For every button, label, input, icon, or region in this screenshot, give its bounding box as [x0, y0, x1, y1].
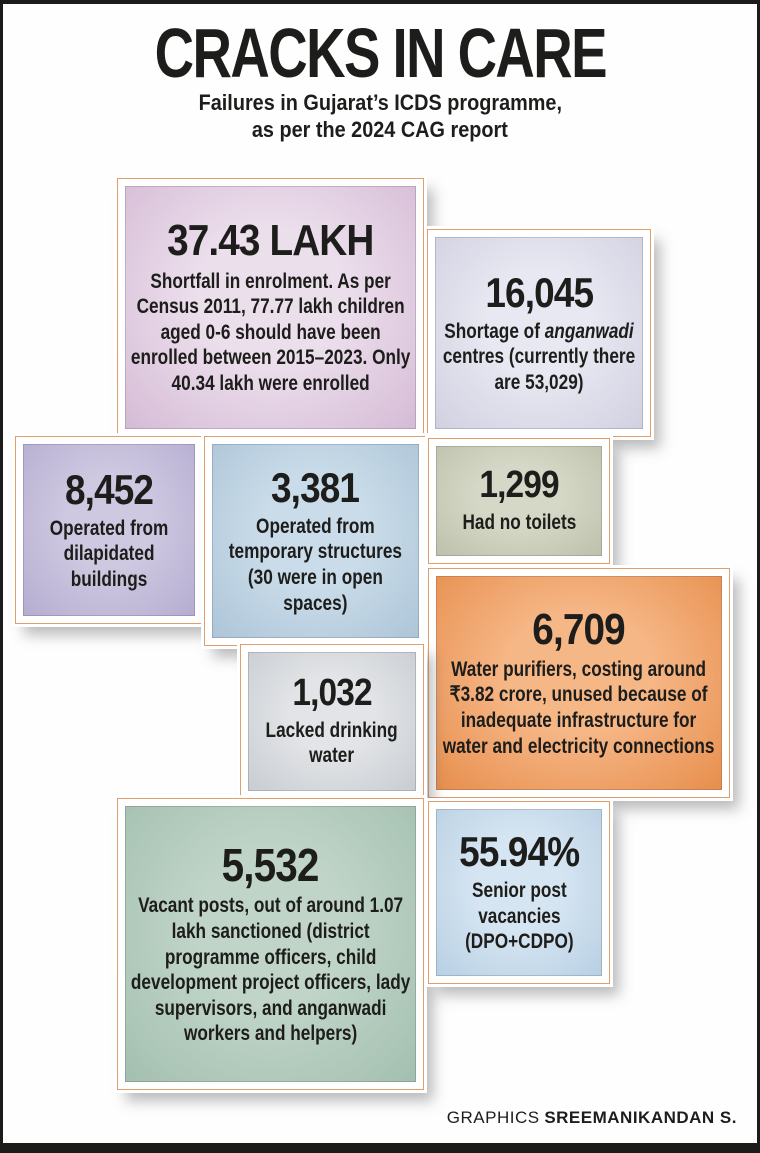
stat-description: Had no toilets: [462, 511, 576, 535]
subtitle-line-1: Failures in Gujarat’s ICDS programme,: [198, 90, 562, 115]
stat-box-temporary-structures: 3,381 Operated from temporary structures…: [204, 436, 427, 646]
stat-description: Shortage of anganwadi centres (currently…: [442, 319, 636, 394]
stat-value: 55.94%: [458, 828, 580, 876]
stat-box-anganwadi-shortage: 16,045 Shortage of anganwadi centres (cu…: [427, 229, 651, 437]
stat-box-enrolment-shortfall: 37.43 LAKH Shortfall in enrolment. As pe…: [117, 178, 424, 437]
stat-description: Lacked drinking water: [265, 718, 399, 768]
page-title: CRACKS IN CARE: [154, 14, 607, 92]
stat-box-fill: 5,532 Vacant posts, out of around 1.07 l…: [125, 806, 416, 1082]
graphics-credit: GRAPHICS SREEMANIKANDAN S.: [447, 1108, 737, 1128]
stat-box-water-purifiers: 6,709 Water purifiers, costing around ₹3…: [428, 568, 730, 798]
stat-value: 1,032: [292, 671, 372, 714]
stat-value: 1,299: [479, 464, 559, 507]
stat-box-fill: 1,032 Lacked drinking water: [248, 652, 416, 791]
stat-box-vacant-posts: 5,532 Vacant posts, out of around 1.07 l…: [117, 798, 424, 1090]
stat-box-fill: 1,299 Had no toilets: [436, 446, 602, 556]
stat-box-no-toilets: 1,299 Had no toilets: [428, 438, 610, 564]
stat-value: 8,452: [64, 465, 154, 513]
stat-value: 37.43 LAKH: [167, 216, 374, 266]
stat-box-fill: 6,709 Water purifiers, costing around ₹3…: [436, 576, 722, 790]
stat-description: Shortfall in enrolment. As per Census 20…: [130, 269, 411, 395]
stat-value: 6,709: [532, 604, 626, 654]
stat-description: Vacant posts, out of around 1.07 lakh sa…: [130, 894, 411, 1046]
stat-box-fill: 37.43 LAKH Shortfall in enrolment. As pe…: [125, 186, 416, 429]
page-subtitle: Failures in Gujarat’s ICDS programme, as…: [3, 90, 757, 144]
stat-description: Operated from dilapidated buildings: [49, 516, 169, 591]
credit-name: SREEMANIKANDAN S.: [544, 1108, 737, 1127]
stat-box-dilapidated-buildings: 8,452 Operated from dilapidated building…: [15, 436, 203, 624]
stat-value: 16,045: [485, 268, 594, 316]
header: CRACKS IN CARE Failures in Gujarat’s ICD…: [3, 4, 757, 144]
stat-box-fill: 3,381 Operated from temporary structures…: [212, 444, 419, 638]
credit-label: GRAPHICS: [446, 1108, 540, 1127]
subtitle-line-2: as per the 2024 CAG report: [251, 116, 508, 142]
stat-box-fill: 16,045 Shortage of anganwadi centres (cu…: [435, 237, 643, 429]
stat-box-no-drinking-water: 1,032 Lacked drinking water: [240, 644, 424, 799]
stat-description: Senior post vacancies (DPO+CDPO): [464, 879, 574, 954]
stat-description: Water purifiers, costing around ₹3.82 cr…: [443, 657, 715, 758]
stat-box-fill: 55.94% Senior post vacancies (DPO+CDPO): [436, 809, 602, 976]
stat-description: Operated from temporary structures (30 w…: [228, 514, 403, 615]
stat-value: 3,381: [271, 463, 360, 511]
stat-value: 5,532: [222, 839, 320, 892]
stat-box-senior-vacancies: 55.94% Senior post vacancies (DPO+CDPO): [428, 801, 610, 984]
stat-box-fill: 8,452 Operated from dilapidated building…: [23, 444, 195, 616]
